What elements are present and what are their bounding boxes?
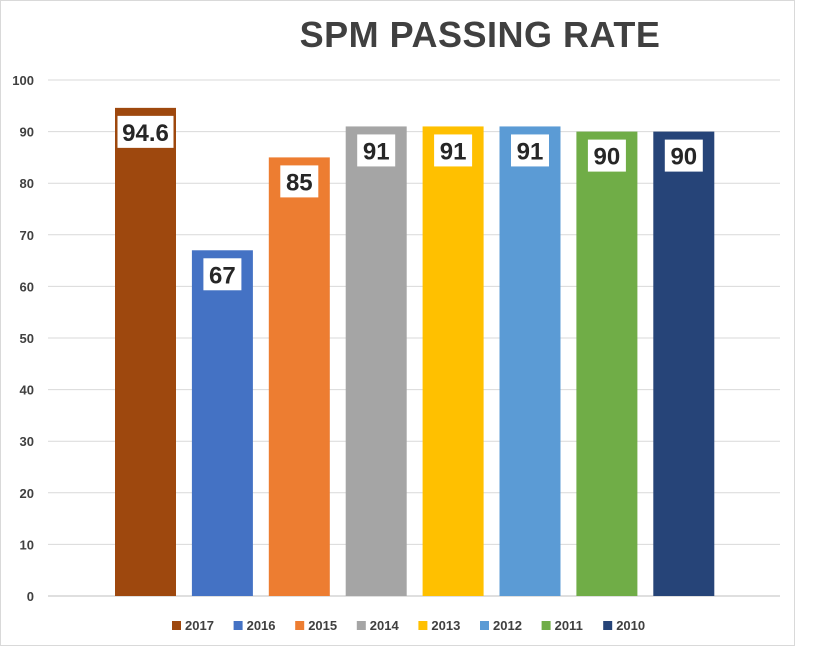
y-tick-label: 10: [20, 537, 34, 552]
data-label-box: [587, 139, 626, 172]
y-tick-label: 80: [20, 176, 34, 191]
data-label-box: [434, 134, 473, 167]
bar-2012: [499, 126, 561, 596]
data-label-box: [664, 139, 703, 172]
bar-2016: [191, 250, 253, 596]
y-tick-label: 0: [27, 589, 34, 604]
legend-label-2010: 2010: [616, 618, 645, 633]
legend-label-2012: 2012: [493, 618, 522, 633]
y-tick-label: 30: [20, 434, 34, 449]
bar-2011: [576, 131, 638, 596]
legend-swatch-2013: [418, 621, 428, 630]
bar-2017: [115, 107, 176, 596]
legend-swatch-2015: [295, 621, 305, 630]
legend-swatch-2011: [541, 621, 551, 630]
data-label-box: [280, 165, 319, 198]
y-tick-label: 100: [12, 73, 34, 88]
data-label-box: [117, 115, 174, 148]
legend-swatch-2016: [233, 621, 243, 630]
chart-title: SPM PASSING RATE: [299, 14, 661, 55]
data-label: 90: [670, 144, 697, 171]
y-tick-label: 50: [20, 331, 34, 346]
legend-label-2013: 2013: [431, 618, 460, 633]
data-label-box: [203, 258, 242, 291]
legend-swatch-2014: [356, 621, 366, 630]
legend-label-2015: 2015: [308, 618, 337, 633]
bar-2010: [653, 131, 715, 596]
legend-label-2016: 2016: [247, 618, 276, 633]
legend-label-2011: 2011: [555, 618, 583, 633]
y-tick-label: 60: [20, 279, 34, 294]
legend-label-2014: 2014: [370, 618, 400, 633]
data-label: 85: [286, 169, 313, 196]
y-tick-label: 40: [20, 383, 34, 398]
legend-swatch-2012: [480, 621, 489, 630]
y-tick-label: 20: [20, 486, 34, 501]
legend-label-2017: 2017: [185, 618, 214, 633]
bar-2015: [268, 157, 330, 596]
y-tick-label: 70: [20, 228, 34, 243]
data-label: 90: [594, 144, 621, 171]
data-label-box: [511, 134, 549, 167]
y-tick-label: 90: [20, 125, 34, 140]
bar-2014: [345, 126, 407, 596]
data-label: 91: [440, 138, 467, 165]
bar-2013: [422, 126, 484, 596]
legend-swatch-2010: [603, 621, 613, 630]
data-label: 94.6: [122, 120, 169, 147]
legend-swatch-2017: [172, 621, 181, 630]
data-label: 91: [363, 138, 390, 165]
data-label-box: [357, 134, 396, 167]
data-label: 67: [209, 262, 236, 289]
data-label: 91: [517, 138, 544, 165]
